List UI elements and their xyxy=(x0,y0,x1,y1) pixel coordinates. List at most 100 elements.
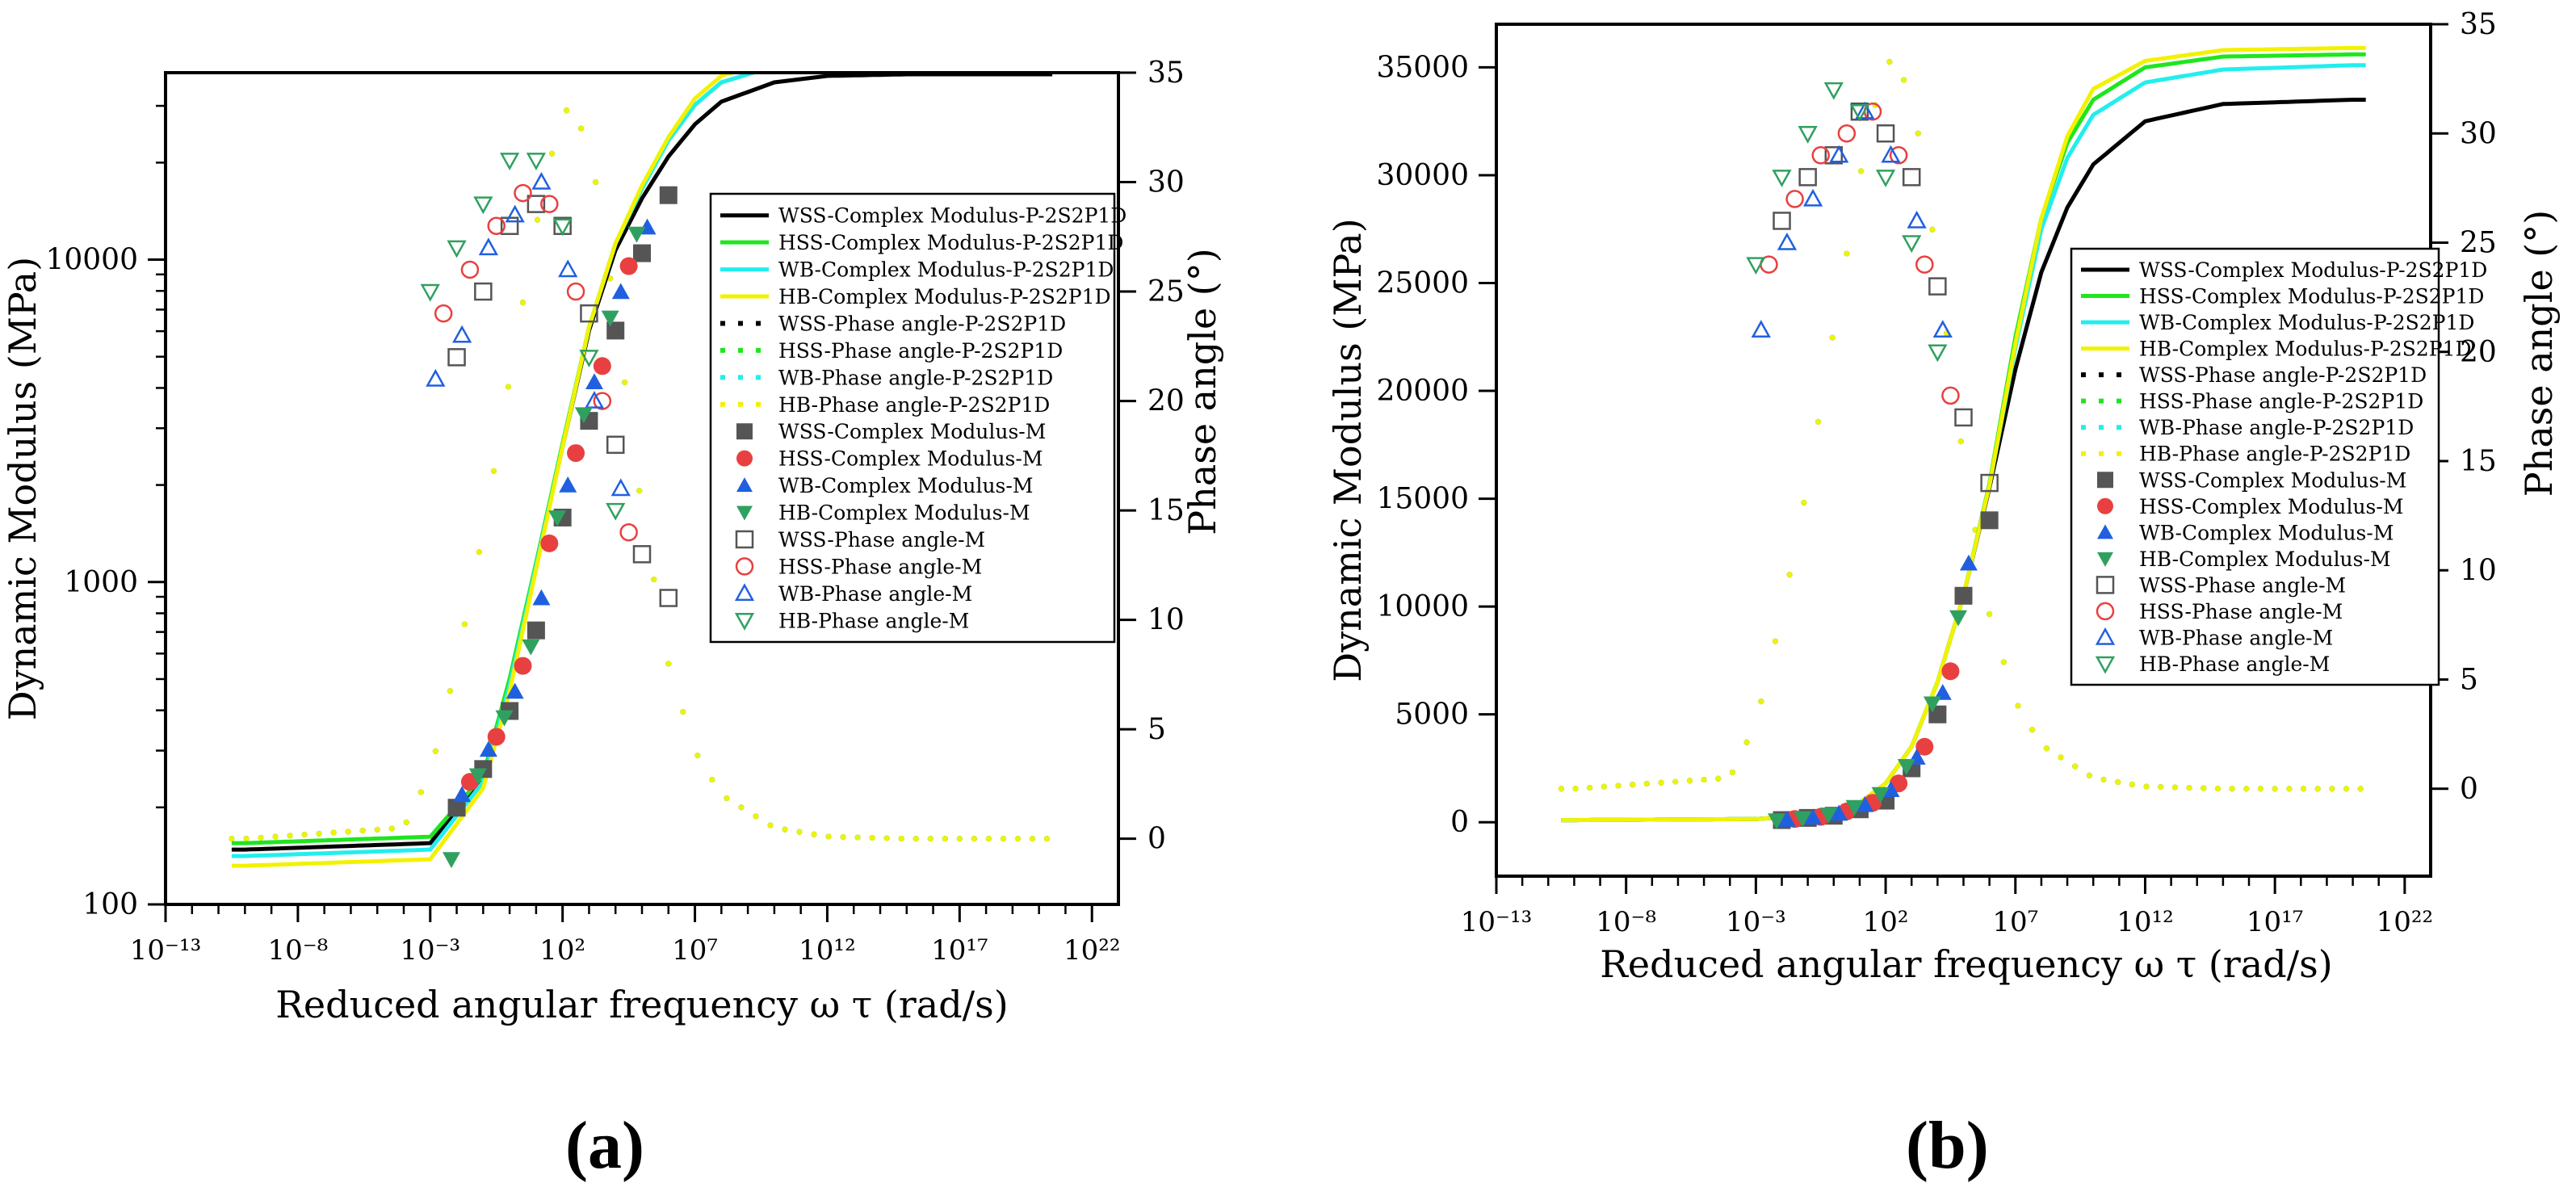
phase-model-point-hb xyxy=(607,275,614,282)
modulus-measured-point-wb xyxy=(506,682,524,699)
phase-model-point-hb xyxy=(1957,438,1964,445)
modulus-measured-point-wss xyxy=(527,621,545,640)
phase-measured-point-wss xyxy=(1824,146,1844,165)
phase-model-point-hb xyxy=(2129,781,2135,787)
phase-model-point-hb xyxy=(854,834,861,841)
modulus-measured-point-hb xyxy=(443,852,460,869)
phase-model-point-hb xyxy=(1044,836,1050,842)
legend-label: HSS-Phase angle-P-2S2P1D xyxy=(2139,390,2423,413)
legend: WSS-Complex Modulus-P-2S2P1D HSS-Complex … xyxy=(2070,247,2487,686)
modulus-measured-point-hb xyxy=(1949,610,1968,627)
phase-measured-point-wss xyxy=(659,589,678,607)
phase-model-point-hb xyxy=(2257,786,2263,792)
x-tick-label: 10¹² xyxy=(799,934,856,967)
phase-measured-point-wss xyxy=(1798,168,1817,187)
modulus-measured-point-wb xyxy=(532,589,551,606)
modulus-measured-point-wb xyxy=(1804,808,1823,825)
phase-model-point-hb xyxy=(2301,786,2307,792)
y-left-axis-label: Dynamic Modulus (MPa) xyxy=(1,257,44,720)
legend-label: HSS-Phase angle-M xyxy=(778,555,982,578)
phase-model-point-hb xyxy=(593,179,599,186)
phase-model-point-hb xyxy=(1615,782,1622,789)
phase-model-point-hb xyxy=(2357,786,2364,792)
phase-model-point-hb xyxy=(753,813,759,820)
phase-model-point-hb xyxy=(2286,786,2293,792)
legend-label: HSS-Complex Modulus-P-2S2P1D xyxy=(2139,285,2484,308)
phase-model-point-hb xyxy=(316,830,322,837)
phase-model-point-hb xyxy=(1643,780,1650,787)
modulus-measured-point-hb xyxy=(522,639,540,656)
phase-measured-point-hb xyxy=(1746,257,1766,275)
phase-model-point-hb xyxy=(2015,703,2021,709)
y-right-tick-label: 30 xyxy=(1147,166,1185,199)
legend-label: HB-Phase angle-M xyxy=(778,609,969,632)
modulus-measured-point-hb xyxy=(495,710,514,727)
phase-model-point-hb xyxy=(549,150,556,157)
modulus-measured-point-hb xyxy=(1923,696,1941,713)
modulus-measured-point-hb xyxy=(1845,799,1864,816)
phase-model-point-hb xyxy=(883,835,890,841)
modulus-measured-point-hss xyxy=(487,728,506,746)
x-tick-label: 10⁻⁸ xyxy=(1596,906,1656,938)
y-left-tick-label: 35000 xyxy=(1376,51,1469,84)
phase-model-point-hb xyxy=(1658,779,1664,786)
phase-measured-point-wss xyxy=(527,195,546,213)
legend-label: HSS-Phase angle-P-2S2P1D xyxy=(778,339,1063,363)
phase-measured-point-hb xyxy=(1849,103,1870,122)
phase-measured-point-wb xyxy=(1855,101,1875,120)
y-left-axis-label: Dynamic Modulus (MPa) xyxy=(1326,218,1370,682)
phase-model-point-hb xyxy=(825,833,832,840)
phase-measured-point-wss xyxy=(474,282,493,301)
phase-measured-point-hb xyxy=(473,196,493,215)
phase-model-point-hb xyxy=(913,836,919,842)
phase-model-point-hb xyxy=(2272,786,2278,792)
legend-label: WB-Phase angle-P-2S2P1D xyxy=(778,366,1053,389)
legend-label: WB-Phase angle-M xyxy=(2139,626,2333,649)
modulus-measured-point-hb xyxy=(627,226,646,243)
legend-marker-hb-cm-m xyxy=(736,506,753,521)
x-tick-label: 10² xyxy=(539,934,585,967)
phase-model-point-hb xyxy=(985,836,992,842)
legend-label: WSS-Complex Modulus-M xyxy=(778,420,1046,443)
y-right-tick-label: 20 xyxy=(2460,336,2497,369)
legend-label: WSS-Complex Modulus-M xyxy=(2139,468,2406,492)
modulus-measured-point-wb xyxy=(559,476,577,493)
phase-measured-point-wss xyxy=(606,435,625,455)
phase-model-point-hb xyxy=(1987,610,1993,617)
y-left-tick-label: 5000 xyxy=(1395,698,1469,732)
phase-measured-point-hss xyxy=(1889,146,1908,165)
x-tick-label: 10² xyxy=(1863,906,1909,938)
y-right-tick-label: 0 xyxy=(2460,773,2478,806)
phase-model-point-hb xyxy=(2143,783,2150,790)
modulus-model-line-hb xyxy=(231,73,739,868)
legend-label: HB-Complex Modulus-M xyxy=(778,501,1030,525)
phase-measured-point-wss xyxy=(1876,124,1895,143)
phase-model-point-hb xyxy=(403,819,409,825)
legend: WSS-Complex Modulus-P-2S2P1D HSS-Complex … xyxy=(709,192,1126,644)
legend-marker-hb-pa-m xyxy=(2095,656,2116,674)
y-right-tick-label: 15 xyxy=(1147,494,1185,527)
y-right-tick-label: 10 xyxy=(1147,604,1185,637)
legend-label: WB-Complex Modulus-P-2S2P1D xyxy=(778,258,1114,282)
x-tick-label: 10⁻¹³ xyxy=(130,934,201,967)
phase-model-point-hb xyxy=(301,832,308,838)
y-left-tick-label: 25000 xyxy=(1376,267,1469,300)
y-right-tick-label: 25 xyxy=(2460,227,2497,260)
phase-measured-point-hb xyxy=(1823,82,1844,100)
legend-label: HSS-Phase angle-M xyxy=(2139,600,2343,623)
chart-a: 10⁻¹³ 10⁻⁸ 10⁻³ 10² 10⁷ 10¹² 10¹⁷ 10²²100100010… xyxy=(1,57,1224,1026)
y-right-tick-label: 25 xyxy=(1147,275,1185,308)
phase-measured-point-hb xyxy=(552,218,573,237)
legend-marker-hss-pa-m xyxy=(735,557,754,576)
phase-model-point-hb xyxy=(1886,59,1893,65)
modulus-measured-point-wb xyxy=(611,283,630,300)
phase-model-point-hb xyxy=(869,835,875,841)
y-left-tick-label: 10000 xyxy=(45,244,138,277)
phase-model-point-hb xyxy=(476,549,482,556)
legend-label: WB-Complex Modulus-P-2S2P1D xyxy=(2139,311,2474,334)
phase-model-point-hb xyxy=(2029,727,2036,733)
phase-measured-point-hss xyxy=(1811,146,1830,165)
phase-model-point-hb xyxy=(2314,786,2321,792)
phase-measured-point-hss xyxy=(619,522,638,542)
phase-measured-point-wss xyxy=(632,545,652,564)
